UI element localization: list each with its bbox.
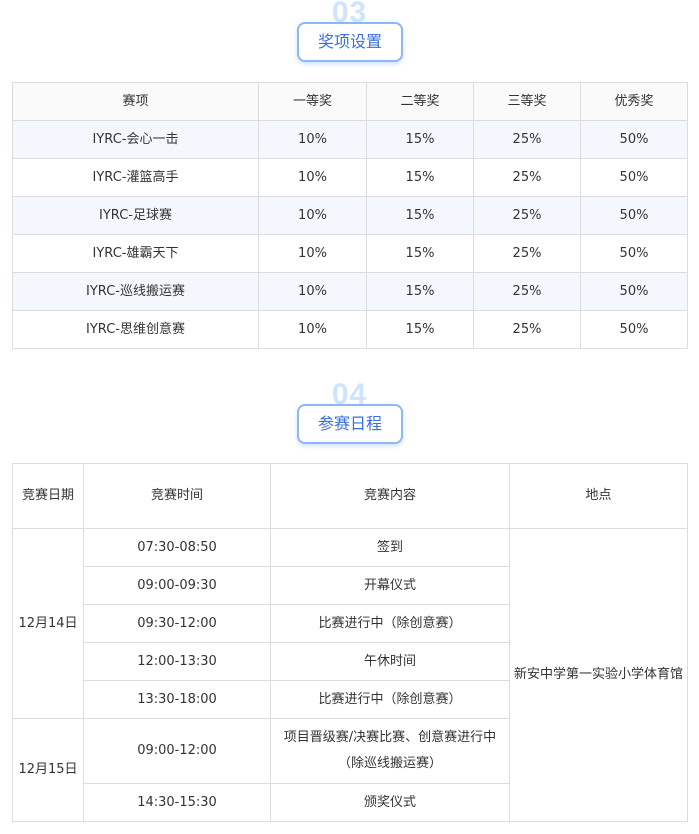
content-cell: 项目晋级赛/决赛比赛、创意赛进行中（除巡线搬运赛） [270,718,510,784]
percentage-cell: 10% [258,272,367,311]
column-header: 地点 [509,463,688,529]
percentage-cell: 10% [258,234,367,273]
column-header: 三等奖 [473,82,581,121]
percentage-cell: 50% [580,196,688,235]
percentage-cell: 10% [258,158,367,197]
time-cell: 07:30-08:50 [83,528,271,567]
table-row: 14:30-15:30 颁奖仪式 [13,783,688,822]
percentage-cell: 15% [366,310,474,349]
percentage-cell: 50% [580,158,688,197]
table-row: IYRC-灌篮高手 10% 15% 25% 50% [12,158,688,197]
table-row: IYRC-巡线搬运赛 10% 15% 25% 50% [12,272,688,311]
table-header-row: 竞赛日期 竞赛时间 竞赛内容 地点 [12,463,688,529]
percentage-cell: 15% [366,272,474,311]
content-cell: 比赛进行中（除创意赛） [270,604,510,643]
percentage-cell: 10% [258,310,367,349]
percentage-cell: 25% [473,158,581,197]
column-header: 竞赛日期 [12,463,84,529]
table-row: 13:30-18:00 比赛进行中（除创意赛） [13,680,688,719]
event-name-cell: IYRC-巡线搬运赛 [12,272,259,311]
content-cell: 签到 [270,528,510,567]
percentage-cell: 25% [473,120,581,159]
table-row: 12月15日 09:00-12:00 项目晋级赛/决赛比赛、创意赛进行中（除巡线搬运… [12,718,688,822]
time-cell: 09:00-09:30 [83,566,271,605]
percentage-cell: 10% [258,196,367,235]
location-cell: 新安中学第一实验小学体育馆 [509,528,688,822]
event-name-cell: IYRC-会心一击 [12,120,259,159]
event-name-cell: IYRC-灌篮高手 [12,158,259,197]
column-header: 优秀奖 [580,82,688,121]
percentage-cell: 25% [473,196,581,235]
awards-table: 赛项 一等奖 二等奖 三等奖 优秀奖 IYRC-会心一击 10% 15% 25% 50% IYRC… [12,82,688,349]
awards-section-header: 03 奖项设置 [0,0,699,66]
section-title: 参赛日程 [297,404,403,444]
section-title: 奖项设置 [297,22,403,62]
schedule-table: 竞赛日期 竞赛时间 竞赛内容 地点 12月14日 07:30-08:50 签到 新安中学第一… [12,463,688,822]
percentage-cell: 15% [366,158,474,197]
date-cell: 12月15日 [12,718,84,822]
event-name-cell: IYRC-足球赛 [12,196,259,235]
content-cell: 午休时间 [270,642,510,681]
percentage-cell: 50% [580,234,688,273]
table-row: 12:00-13:30 午休时间 [13,642,688,681]
percentage-cell: 15% [366,234,474,273]
percentage-cell: 50% [580,272,688,311]
time-cell: 14:30-15:30 [83,783,271,822]
table-row: IYRC-足球赛 10% 15% 25% 50% [12,196,688,235]
column-header: 一等奖 [258,82,367,121]
column-header: 竞赛内容 [270,463,510,529]
schedule-section-header: 04 参赛日程 [0,378,699,448]
content-cell: 颁奖仪式 [270,783,510,822]
percentage-cell: 25% [473,310,581,349]
content-cell: 开幕仪式 [270,566,510,605]
percentage-cell: 25% [473,234,581,273]
percentage-cell: 15% [366,196,474,235]
column-header: 赛项 [12,82,259,121]
time-cell: 13:30-18:00 [83,680,271,719]
table-row: 12月14日 07:30-08:50 签到 新安中学第一实验小学体育馆 [12,528,688,822]
time-cell: 12:00-13:30 [83,642,271,681]
content-cell: 比赛进行中（除创意赛） [270,680,510,719]
event-name-cell: IYRC-雄霸天下 [12,234,259,273]
column-header: 二等奖 [366,82,474,121]
column-header: 竞赛时间 [83,463,271,529]
table-row: 09:30-12:00 比赛进行中（除创意赛） [13,604,688,643]
event-name-cell: IYRC-思维创意赛 [12,310,259,349]
percentage-cell: 50% [580,310,688,349]
date-cell: 12月14日 [12,528,84,719]
table-row: 09:00-09:30 开幕仪式 [13,566,688,605]
table-row: IYRC-思维创意赛 10% 15% 25% 50% [12,310,688,349]
time-cell: 09:30-12:00 [83,604,271,643]
percentage-cell: 15% [366,120,474,159]
table-row: IYRC-雄霸天下 10% 15% 25% 50% [12,234,688,273]
percentage-cell: 25% [473,272,581,311]
percentage-cell: 50% [580,120,688,159]
table-row: IYRC-会心一击 10% 15% 25% 50% [12,120,688,159]
time-cell: 09:00-12:00 [83,718,271,784]
table-header-row: 赛项 一等奖 二等奖 三等奖 优秀奖 [12,82,688,121]
percentage-cell: 10% [258,120,367,159]
